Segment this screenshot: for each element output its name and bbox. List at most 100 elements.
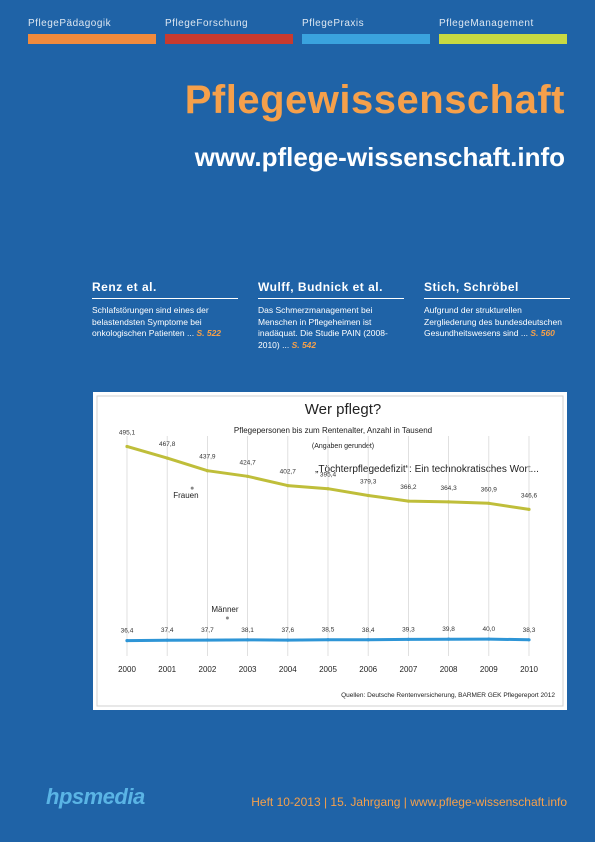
data-label: 40,0 bbox=[482, 626, 495, 633]
data-label: 37,7 bbox=[201, 627, 214, 634]
data-label: 366,2 bbox=[400, 484, 417, 491]
article-text: Aufgrund der strukturellen Zergliederung… bbox=[424, 305, 570, 340]
article-teasers: Renz et al. Schlafstörungen sind eines d… bbox=[92, 280, 570, 360]
top-navigation: PflegePädagogik PflegeForschung PflegePr… bbox=[28, 18, 568, 44]
data-point bbox=[205, 469, 209, 473]
article-summary: Das Schmerzmanagement bei Menschen in Pf… bbox=[258, 305, 388, 350]
data-label: 38,1 bbox=[241, 627, 254, 634]
data-point bbox=[487, 501, 491, 505]
data-point bbox=[286, 484, 290, 488]
x-tick-label: 2006 bbox=[359, 665, 377, 674]
data-point bbox=[286, 638, 290, 642]
data-point bbox=[326, 638, 330, 642]
data-label: 395,4 bbox=[320, 472, 337, 479]
data-point bbox=[205, 638, 209, 642]
nav-label: PflegePädagogik bbox=[28, 18, 112, 29]
data-point bbox=[487, 637, 491, 641]
x-tick-label: 2000 bbox=[118, 665, 136, 674]
nav-color-bar bbox=[439, 34, 567, 44]
article-teaser[interactable]: Renz et al. Schlafstörungen sind eines d… bbox=[92, 280, 238, 340]
nav-item-pflegeforschung[interactable]: PflegeForschung bbox=[165, 18, 293, 44]
chart-subtitle: Pflegepersonen bis zum Rentenalter, Anza… bbox=[234, 426, 432, 435]
data-point bbox=[447, 637, 451, 641]
data-label: 437,9 bbox=[199, 454, 216, 461]
x-tick-label: 2009 bbox=[480, 665, 498, 674]
data-label: 39,3 bbox=[402, 626, 415, 633]
data-label: 36,4 bbox=[121, 628, 134, 635]
x-tick-label: 2002 bbox=[199, 665, 217, 674]
nav-label: PflegeForschung bbox=[165, 18, 249, 29]
x-tick-label: 2010 bbox=[520, 665, 538, 674]
data-point bbox=[366, 638, 370, 642]
chart-note: (Angaben gerundet) bbox=[312, 443, 374, 450]
data-label: 360,9 bbox=[481, 486, 498, 493]
nav-color-bar bbox=[302, 34, 430, 44]
data-label: 38,3 bbox=[523, 627, 536, 634]
data-label: 37,4 bbox=[161, 627, 174, 634]
data-point bbox=[366, 493, 370, 498]
journal-title: Pflegewissenschaft bbox=[184, 78, 565, 122]
article-teaser[interactable]: Wulff, Budnick et al. Das Schmerzmanagem… bbox=[258, 280, 404, 351]
x-tick-label: 2003 bbox=[239, 665, 257, 674]
article-text: Schlafstörungen sind eines der belastend… bbox=[92, 305, 238, 340]
data-label: 37,6 bbox=[281, 627, 294, 634]
data-point bbox=[406, 637, 410, 641]
article-summary: Aufgrund der strukturellen Zergliederung… bbox=[424, 305, 562, 338]
article-page: S. 542 bbox=[291, 339, 317, 350]
x-tick-label: 2008 bbox=[440, 665, 458, 674]
x-tick-label: 2007 bbox=[400, 665, 418, 674]
data-point bbox=[527, 638, 531, 642]
article-author: Stich, Schröbel bbox=[424, 280, 570, 299]
data-point bbox=[246, 474, 250, 478]
data-point bbox=[125, 639, 129, 643]
data-point bbox=[326, 487, 330, 491]
data-label: 38,4 bbox=[362, 627, 375, 634]
series-label-maenner: Männer bbox=[211, 605, 238, 614]
series-label-marker bbox=[190, 486, 194, 490]
article-text: Das Schmerzmanagement bei Menschen in Pf… bbox=[258, 305, 404, 351]
article-teaser[interactable]: Stich, Schröbel Aufgrund der strukturell… bbox=[424, 280, 570, 340]
data-label: 467,8 bbox=[159, 441, 176, 448]
line-chart: Wer pflegt? Pflegepersonen bis zum Rente… bbox=[96, 395, 564, 707]
data-point bbox=[165, 456, 169, 460]
data-point bbox=[447, 500, 451, 504]
data-point bbox=[527, 507, 531, 511]
nav-color-bar bbox=[28, 34, 156, 44]
data-point bbox=[165, 638, 169, 642]
series-label-frauen: Frauen bbox=[173, 491, 198, 500]
data-label: 424,7 bbox=[239, 459, 256, 466]
article-author: Wulff, Budnick et al. bbox=[258, 280, 404, 299]
data-label: 346,6 bbox=[521, 492, 538, 499]
series-group: 495,1 467,8 437,9 424,7 402,7 395,4 379,3 366,2… bbox=[119, 430, 538, 643]
data-point bbox=[246, 638, 250, 642]
x-tick-label: 2001 bbox=[158, 665, 176, 674]
data-label: 39,8 bbox=[442, 626, 455, 633]
nav-item-pflegepaedagogik[interactable]: PflegePädagogik bbox=[28, 18, 156, 44]
data-label: 402,7 bbox=[280, 469, 297, 476]
series-label-marker bbox=[225, 616, 229, 620]
article-page: S. 522 bbox=[196, 328, 222, 338]
article-summary: Schlafstörungen sind eines der belastend… bbox=[92, 305, 209, 338]
nav-item-pflegemanagement[interactable]: PflegeManagement bbox=[439, 18, 567, 44]
data-point bbox=[406, 499, 410, 503]
publisher-logo[interactable]: hpsmedia bbox=[46, 784, 145, 809]
nav-item-pflegepraxis[interactable]: PflegePraxis bbox=[302, 18, 430, 44]
data-label: 364,3 bbox=[440, 485, 457, 492]
chart-title: Wer pflegt? bbox=[305, 401, 381, 418]
x-tick-label: 2005 bbox=[319, 665, 337, 674]
article-author: Renz et al. bbox=[92, 280, 238, 299]
data-label: 379,3 bbox=[360, 479, 377, 486]
issue-info: Heft 10-2013 | 15. Jahrgang | www.pflege… bbox=[251, 795, 567, 809]
nav-color-bar bbox=[165, 34, 293, 44]
grid-lines bbox=[126, 436, 530, 656]
nav-label: PflegePraxis bbox=[302, 18, 365, 29]
journal-url[interactable]: www.pflege-wissenschaft.info bbox=[194, 142, 565, 172]
x-axis: 2000 2001 2002 2003 2004 2005 2006 2007 2008 2009… bbox=[118, 665, 538, 674]
data-label: 38,5 bbox=[322, 627, 335, 634]
article-page: S. 560 bbox=[530, 328, 555, 338]
chart-box: Wer pflegt? Pflegepersonen bis zum Rente… bbox=[93, 392, 567, 710]
chart-annotation: „Töchterpflegedefizit“: Ein technokratis… bbox=[315, 464, 539, 475]
x-tick-label: 2004 bbox=[279, 665, 297, 674]
nav-label: PflegeManagement bbox=[439, 18, 534, 29]
data-label: 495,1 bbox=[119, 430, 136, 437]
